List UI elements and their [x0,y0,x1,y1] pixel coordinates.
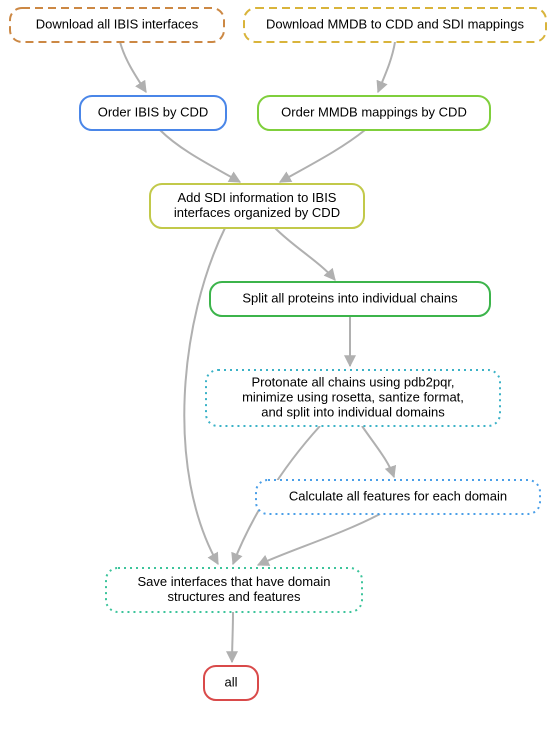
edge-protonate-to-calc [362,426,394,477]
node-add_sdi-label: interfaces organized by CDD [174,205,340,220]
edge-dl_ibis-to-order_ibis [120,42,146,92]
flowchart-canvas: Download all IBIS interfaces Download MMD… [0,0,557,737]
node-save-label: Save interfaces that have domain [138,574,331,589]
nodes-layer: Download all IBIS interfaces Download MMD… [10,8,546,700]
node-dl_mmdb-label: Download MMDB to CDD and SDI mappings [266,16,524,31]
node-dl_mmdb: Download MMDB to CDD and SDI mappings [244,8,546,42]
node-order_ibis-label: Order IBIS by CDD [98,104,209,119]
node-protonate-label: Protonate all chains using pdb2pqr, [251,374,454,389]
edge-calc-to-save [258,514,380,565]
node-split-label: Split all proteins into individual chain… [242,290,458,305]
edge-add_sdi-to-split [275,228,335,280]
node-calc: Calculate all features for each domain [256,480,540,514]
node-dl_ibis-label: Download all IBIS interfaces [36,16,199,31]
edge-order_ibis-to-add_sdi [160,130,240,182]
node-protonate-label: and split into individual domains [261,404,445,419]
node-order_mmdb-label: Order MMDB mappings by CDD [281,104,467,119]
node-save-label: structures and features [168,589,301,604]
node-order_ibis: Order IBIS by CDD [80,96,226,130]
node-order_mmdb: Order MMDB mappings by CDD [258,96,490,130]
node-protonate-label: minimize using rosetta, santize format, [242,389,464,404]
node-dl_ibis: Download all IBIS interfaces [10,8,224,42]
node-add_sdi: Add SDI information to IBISinterfaces or… [150,184,364,228]
node-all: all [204,666,258,700]
edge-dl_mmdb-to-order_mmdb [378,42,395,92]
node-add_sdi-label: Add SDI information to IBIS [178,190,337,205]
node-split: Split all proteins into individual chain… [210,282,490,316]
edge-save-to-all [232,612,233,662]
node-all-label: all [224,674,237,689]
node-calc-label: Calculate all features for each domain [289,488,507,503]
edge-order_mmdb-to-add_sdi [280,130,365,182]
node-save: Save interfaces that have domainstructur… [106,568,362,612]
node-protonate: Protonate all chains using pdb2pqr,minim… [206,370,500,426]
